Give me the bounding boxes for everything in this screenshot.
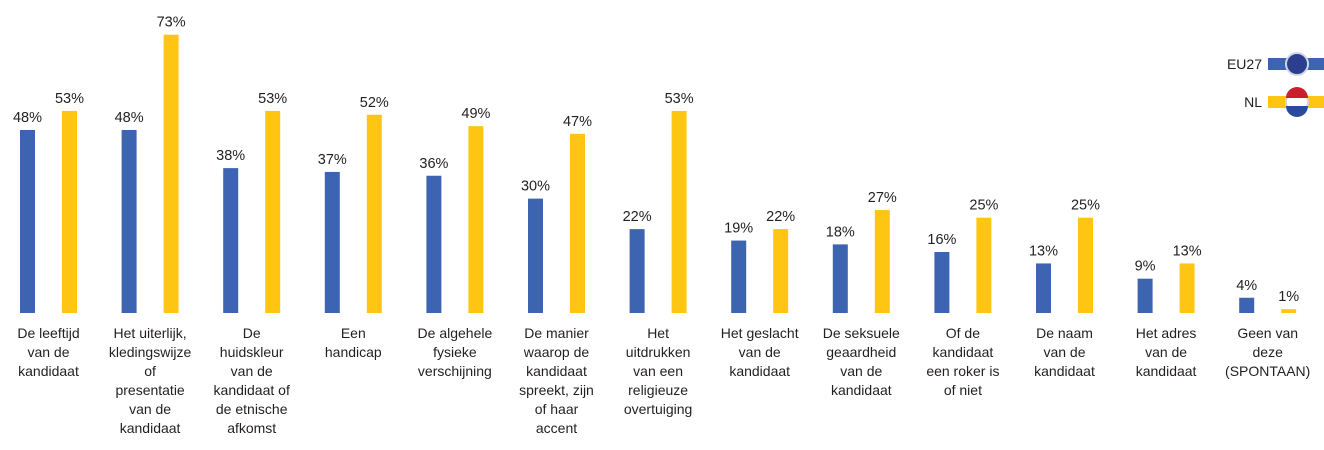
bar xyxy=(528,198,543,313)
bar xyxy=(1281,309,1297,313)
bar xyxy=(570,133,585,313)
x-tick-label: De huidskleur van de kandidaat of de etnisch… xyxy=(214,325,290,436)
x-tick-label: De leeftijd van de kandidaat xyxy=(17,325,79,379)
bar xyxy=(163,34,179,313)
value-label: 16% xyxy=(927,232,956,248)
x-tick-label: Het adres van de kandidaat xyxy=(1136,325,1197,379)
bar xyxy=(773,229,789,313)
value-label: 52% xyxy=(360,95,389,111)
bar xyxy=(223,168,239,313)
value-label: 25% xyxy=(969,198,998,214)
value-label: 73% xyxy=(157,15,186,31)
bar xyxy=(731,240,747,313)
value-label: 22% xyxy=(766,209,795,225)
bar xyxy=(468,126,484,313)
bar xyxy=(1179,263,1195,313)
bar xyxy=(832,244,848,313)
x-tick-label: De seksuele geaardheid van de kandidaat xyxy=(823,325,900,398)
value-label: 47% xyxy=(563,114,592,130)
value-label: 38% xyxy=(216,148,245,164)
value-label: 13% xyxy=(1029,243,1058,259)
value-label: 13% xyxy=(1173,243,1202,259)
value-label: 30% xyxy=(521,179,550,195)
bar xyxy=(934,252,950,313)
value-label: 4% xyxy=(1236,278,1257,294)
bar xyxy=(874,210,890,313)
value-label: 1% xyxy=(1278,289,1299,305)
value-label: 27% xyxy=(868,190,897,206)
value-label: 18% xyxy=(826,224,855,240)
value-label: 36% xyxy=(419,156,448,172)
bar xyxy=(121,130,137,313)
x-tick-label: Het geslacht van de kandidaat xyxy=(721,325,799,379)
legend-label: NL xyxy=(1244,94,1262,110)
x-tick-label: Geen van deze (SPONTAAN) xyxy=(1225,325,1310,379)
bar xyxy=(1078,217,1093,313)
value-label: 9% xyxy=(1135,259,1156,275)
x-tick-label: De naam van de kandidaat xyxy=(1034,325,1095,379)
legend-label: EU27 xyxy=(1227,56,1262,72)
x-tick-label: De manier waarop de kandidaat spreekt, zijn… xyxy=(519,325,594,436)
x-tick-label: Het uitdrukken van een religieuze overtuigin… xyxy=(624,325,693,417)
value-label: 53% xyxy=(665,91,694,107)
value-label: 37% xyxy=(318,152,347,168)
bar xyxy=(366,114,382,313)
x-tick-label: De algehele fysieke verschijning xyxy=(418,325,493,379)
bar xyxy=(426,175,442,313)
value-label: 48% xyxy=(13,110,42,126)
x-tick-label: Een handicap xyxy=(325,325,382,360)
bar xyxy=(265,110,281,313)
value-label: 53% xyxy=(258,91,287,107)
value-label: 53% xyxy=(55,91,84,107)
value-label: 49% xyxy=(461,106,490,122)
bar xyxy=(62,110,77,313)
value-label: 19% xyxy=(724,221,753,237)
bar xyxy=(1036,263,1051,313)
x-tick-label: Het uiterlijk, kledingswijze of presentatie… xyxy=(109,325,192,436)
bar xyxy=(629,229,645,313)
value-label: 22% xyxy=(623,209,652,225)
value-label: 48% xyxy=(115,110,144,126)
bar xyxy=(20,130,35,313)
x-tick-label: Of de kandidaat een roker is of niet xyxy=(926,325,999,398)
bar xyxy=(976,217,992,313)
bar xyxy=(1239,297,1255,313)
bar xyxy=(324,171,340,313)
bar xyxy=(671,110,687,313)
value-label: 25% xyxy=(1071,198,1100,214)
legend-flags xyxy=(1285,52,1309,117)
bar xyxy=(1137,278,1153,313)
